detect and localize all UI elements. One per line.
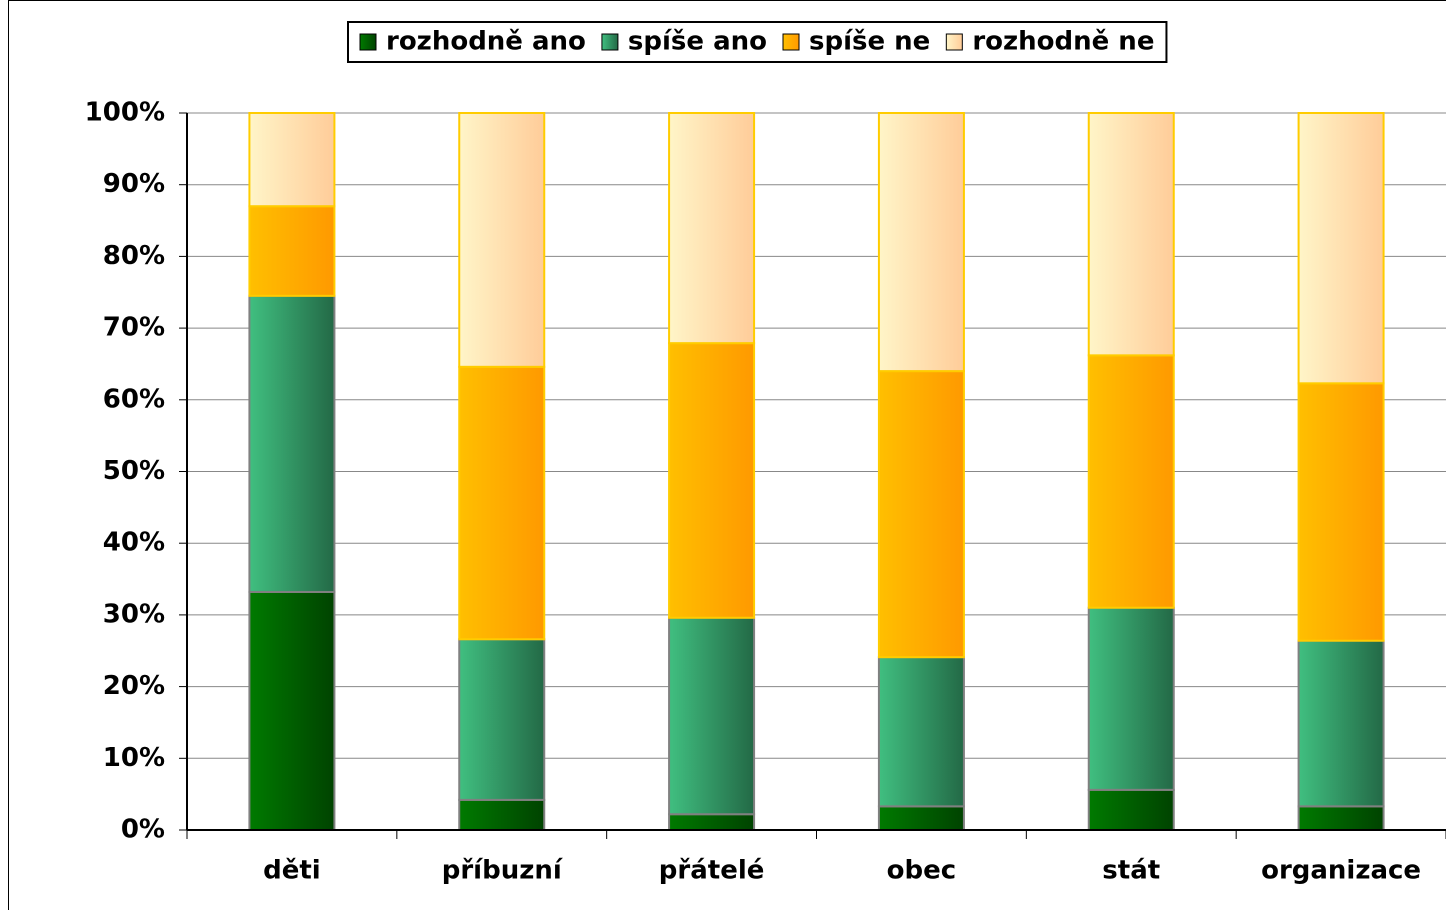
bar-segment [458, 798, 546, 831]
y-tick-label: 0% [121, 815, 165, 845]
bar-segment [248, 294, 336, 593]
legend-swatch [782, 33, 800, 51]
bar-segment [877, 370, 965, 659]
x-tick-label: děti [263, 856, 321, 886]
x-tick-label: organizace [1261, 856, 1421, 886]
y-tick-label: 70% [103, 313, 165, 343]
legend-swatch [601, 33, 619, 51]
y-tick-label: 60% [103, 384, 165, 414]
legend-label: spíše ano [628, 27, 767, 57]
y-tick-label: 40% [103, 528, 165, 558]
y-tick-label: 80% [103, 241, 165, 271]
y-tick-label: 50% [103, 456, 165, 486]
y-tick-label: 20% [103, 671, 165, 701]
bar-segment [668, 813, 756, 832]
legend-box [347, 21, 1168, 63]
legend: rozhodně ano spíše ano spíše ne rozhodně ne [347, 21, 1168, 63]
bar-segment [458, 638, 546, 801]
y-tick-label: 10% [103, 743, 165, 773]
bar-segment [877, 656, 965, 808]
bar-segment [1087, 354, 1175, 609]
bar-segment [248, 205, 336, 297]
frame [8, 0, 1446, 910]
legend-label: rozhodně ne [972, 27, 1154, 57]
bar-segment [1087, 788, 1175, 832]
bar-segment [668, 616, 756, 816]
x-tick-label: stát [1102, 856, 1160, 886]
bar-segment [668, 342, 756, 619]
x-tick-label: přátelé [659, 856, 765, 886]
bar-segment [458, 365, 546, 641]
bar-segment [458, 112, 546, 368]
bar-segment [248, 112, 336, 208]
x-tick-label: obec [887, 856, 957, 886]
legend-swatch [359, 33, 377, 51]
legend-swatch [945, 33, 963, 51]
bar-segment [877, 112, 965, 373]
x-tick-label: příbuzní [442, 856, 564, 886]
legend-label: spíše ne [809, 27, 930, 57]
bar-segment [1297, 639, 1385, 808]
bar-segment [1297, 112, 1385, 385]
bar-segment [248, 590, 336, 831]
bar-segment [1297, 382, 1385, 642]
y-tick-label: 90% [103, 169, 165, 199]
bar-segment [877, 805, 965, 831]
y-tick-label: 100% [85, 98, 165, 128]
bar-segment [1087, 112, 1175, 357]
bar-segment [668, 112, 756, 345]
bar-segment [1087, 606, 1175, 791]
y-tick-label: 30% [103, 599, 165, 629]
bar-segment [1297, 805, 1385, 831]
legend-label: rozhodně ano [386, 27, 586, 57]
